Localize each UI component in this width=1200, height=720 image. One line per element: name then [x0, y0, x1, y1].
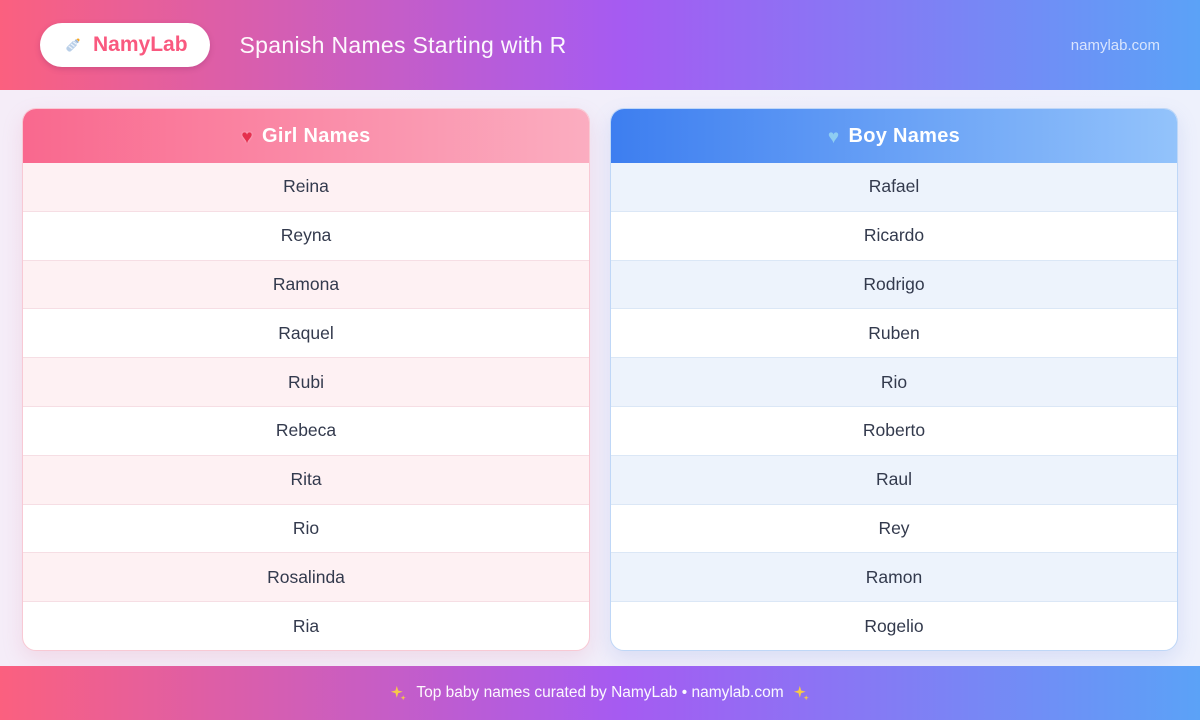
boy-names-header: ♥ Boy Names: [611, 109, 1177, 163]
sparkles-icon: [793, 685, 810, 702]
names-content: ♥ Girl Names Reina Reyna Ramona Raquel Rubi R…: [0, 90, 1200, 666]
table-row: Ramona: [23, 259, 589, 309]
boy-names-list: Rafael Ricardo Rodrigo Ruben Rio Roberto Raul R…: [611, 163, 1177, 650]
table-row: Raul: [611, 454, 1177, 504]
table-row: Rodrigo: [611, 259, 1177, 309]
boy-names-title: Boy Names: [848, 124, 961, 147]
baby-bottle-icon: [66, 38, 80, 52]
girl-names-title: Girl Names: [261, 124, 371, 147]
boy-names-card: ♥ Boy Names Rafael Ricardo Rodrigo Ruben Rio…: [610, 108, 1178, 651]
table-row: Ria: [23, 601, 589, 650]
namylab-logo[interactable]: NamyLab: [40, 23, 210, 67]
table-row: Rubi: [23, 357, 589, 406]
table-row: Reina: [23, 163, 589, 211]
table-row: Ricardo: [611, 210, 1177, 260]
app-header: NamyLab Spanish Names Starting with R na…: [0, 0, 1200, 90]
blue-heart-icon: ♥: [827, 126, 840, 148]
header-site-link[interactable]: namylab.com: [1070, 36, 1160, 54]
red-heart-icon: ♥: [241, 126, 253, 148]
logo-text: NamyLab: [93, 33, 188, 56]
footer-text: Top baby names curated by NamyLab • namy…: [416, 684, 784, 701]
table-row: Rey: [611, 503, 1177, 553]
table-row: Roberto: [611, 405, 1177, 455]
app-footer: Top baby names curated by NamyLab • namy…: [0, 666, 1200, 720]
table-row: Reyna: [23, 210, 589, 260]
table-row: Rosalinda: [23, 552, 589, 602]
table-row: Rio: [23, 503, 589, 553]
table-row: Ramon: [611, 552, 1177, 602]
girl-names-card: ♥ Girl Names Reina Reyna Ramona Raquel Rubi R…: [22, 108, 590, 651]
girl-names-header: ♥ Girl Names: [23, 109, 589, 163]
table-row: Rebeca: [23, 405, 589, 455]
sparkles-icon: [390, 685, 407, 702]
table-row: Ruben: [611, 308, 1177, 357]
girl-names-list: Reina Reyna Ramona Raquel Rubi Rebeca Rita Rio R…: [23, 163, 589, 650]
table-row: Rio: [611, 357, 1177, 406]
table-row: Rogelio: [611, 601, 1177, 650]
table-row: Rafael: [611, 163, 1177, 211]
page-title: Spanish Names Starting with R: [239, 31, 567, 58]
table-row: Raquel: [23, 308, 589, 357]
table-row: Rita: [23, 454, 589, 504]
